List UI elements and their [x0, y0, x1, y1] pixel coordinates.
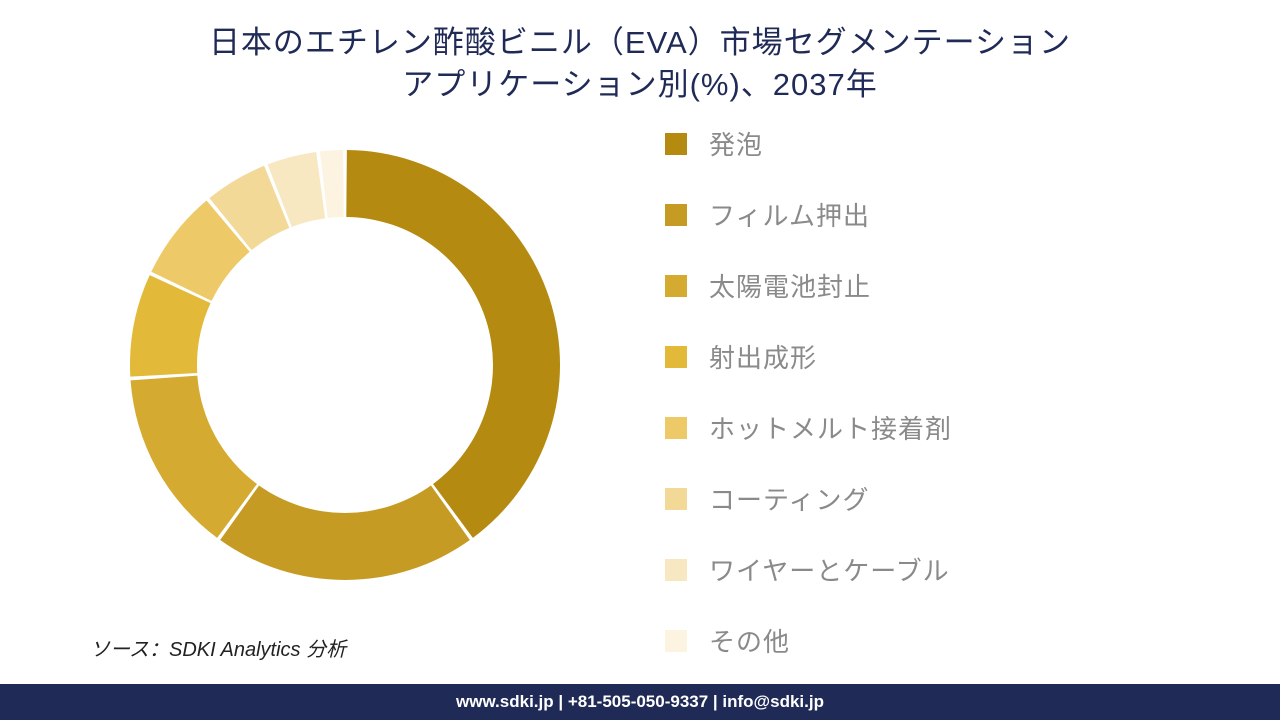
content-area: 40% 発泡フィルム押出太陽電池封止射出成形ホットメルト接着剤コーティングワイヤ… [0, 115, 1280, 670]
legend-swatch [665, 275, 687, 297]
legend-swatch [665, 488, 687, 510]
donut-slice [131, 376, 257, 538]
legend-item: 太陽電池封止 [665, 267, 1280, 304]
legend-swatch [665, 133, 687, 155]
legend-label: 発泡 [709, 125, 763, 162]
legend-swatch [665, 417, 687, 439]
legend-label: その他 [709, 622, 790, 659]
chart-container: 40% [0, 115, 640, 670]
legend-label: 太陽電池封止 [709, 267, 871, 304]
legend: 発泡フィルム押出太陽電池封止射出成形ホットメルト接着剤コーティングワイヤーとケー… [640, 115, 1280, 670]
legend-label: ワイヤーとケーブル [709, 551, 950, 588]
donut-chart [130, 150, 560, 580]
legend-label: フィルム押出 [709, 196, 870, 233]
title-line-2: アプリケーション別(%)、2037年 [402, 67, 878, 102]
legend-item: フィルム押出 [665, 196, 1280, 233]
legend-item: 射出成形 [665, 338, 1280, 375]
legend-swatch [665, 346, 687, 368]
legend-label: 射出成形 [709, 338, 817, 375]
page-title: 日本のエチレン酢酸ビニル（EVA）市場セグメンテーション アプリケーション別(%… [0, 0, 1280, 106]
footer-bar: www.sdki.jp | +81-505-050-9337 | info@sd… [0, 684, 1280, 720]
donut-slice [220, 485, 470, 580]
legend-swatch [665, 630, 687, 652]
legend-item: ワイヤーとケーブル [665, 551, 1280, 588]
legend-item: コーティング [665, 480, 1280, 517]
title-line-1: 日本のエチレン酢酸ビニル（EVA）市場セグメンテーション [209, 25, 1071, 60]
source-attribution: ソース：SDKI Analytics 分析 [90, 633, 346, 662]
legend-swatch [665, 204, 687, 226]
legend-item: 発泡 [665, 125, 1280, 162]
legend-swatch [665, 559, 687, 581]
legend-item: ホットメルト接着剤 [665, 409, 1280, 446]
legend-label: ホットメルト接着剤 [709, 409, 952, 446]
slice-label-largest: 40% [448, 333, 486, 355]
legend-item: その他 [665, 622, 1280, 659]
legend-label: コーティング [709, 480, 869, 517]
